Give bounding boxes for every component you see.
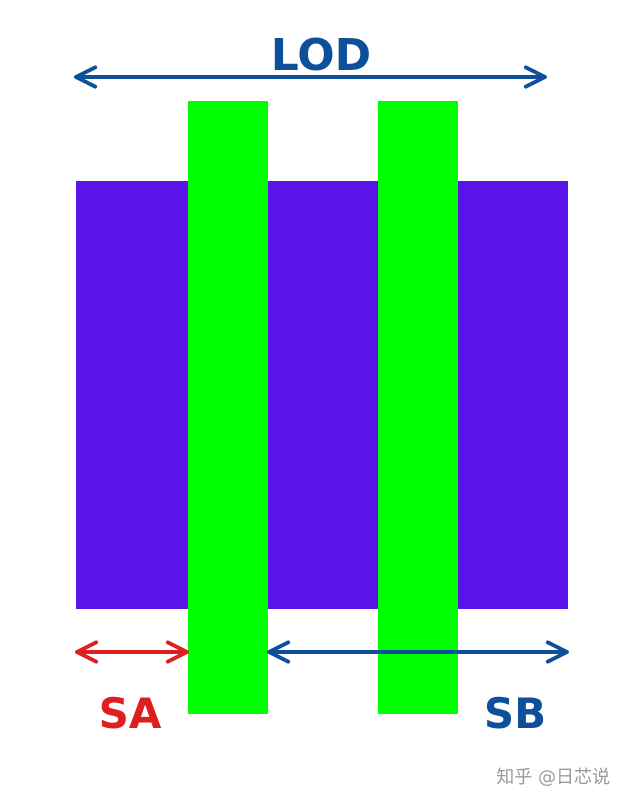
gate-right xyxy=(378,101,458,714)
watermark: 知乎 @日芯说 xyxy=(496,767,610,788)
gate-left xyxy=(188,101,268,714)
sa-label: SA xyxy=(99,689,162,738)
lod-label: LOD xyxy=(271,30,371,81)
active-region xyxy=(76,181,568,609)
sb-label: SB xyxy=(484,689,546,738)
